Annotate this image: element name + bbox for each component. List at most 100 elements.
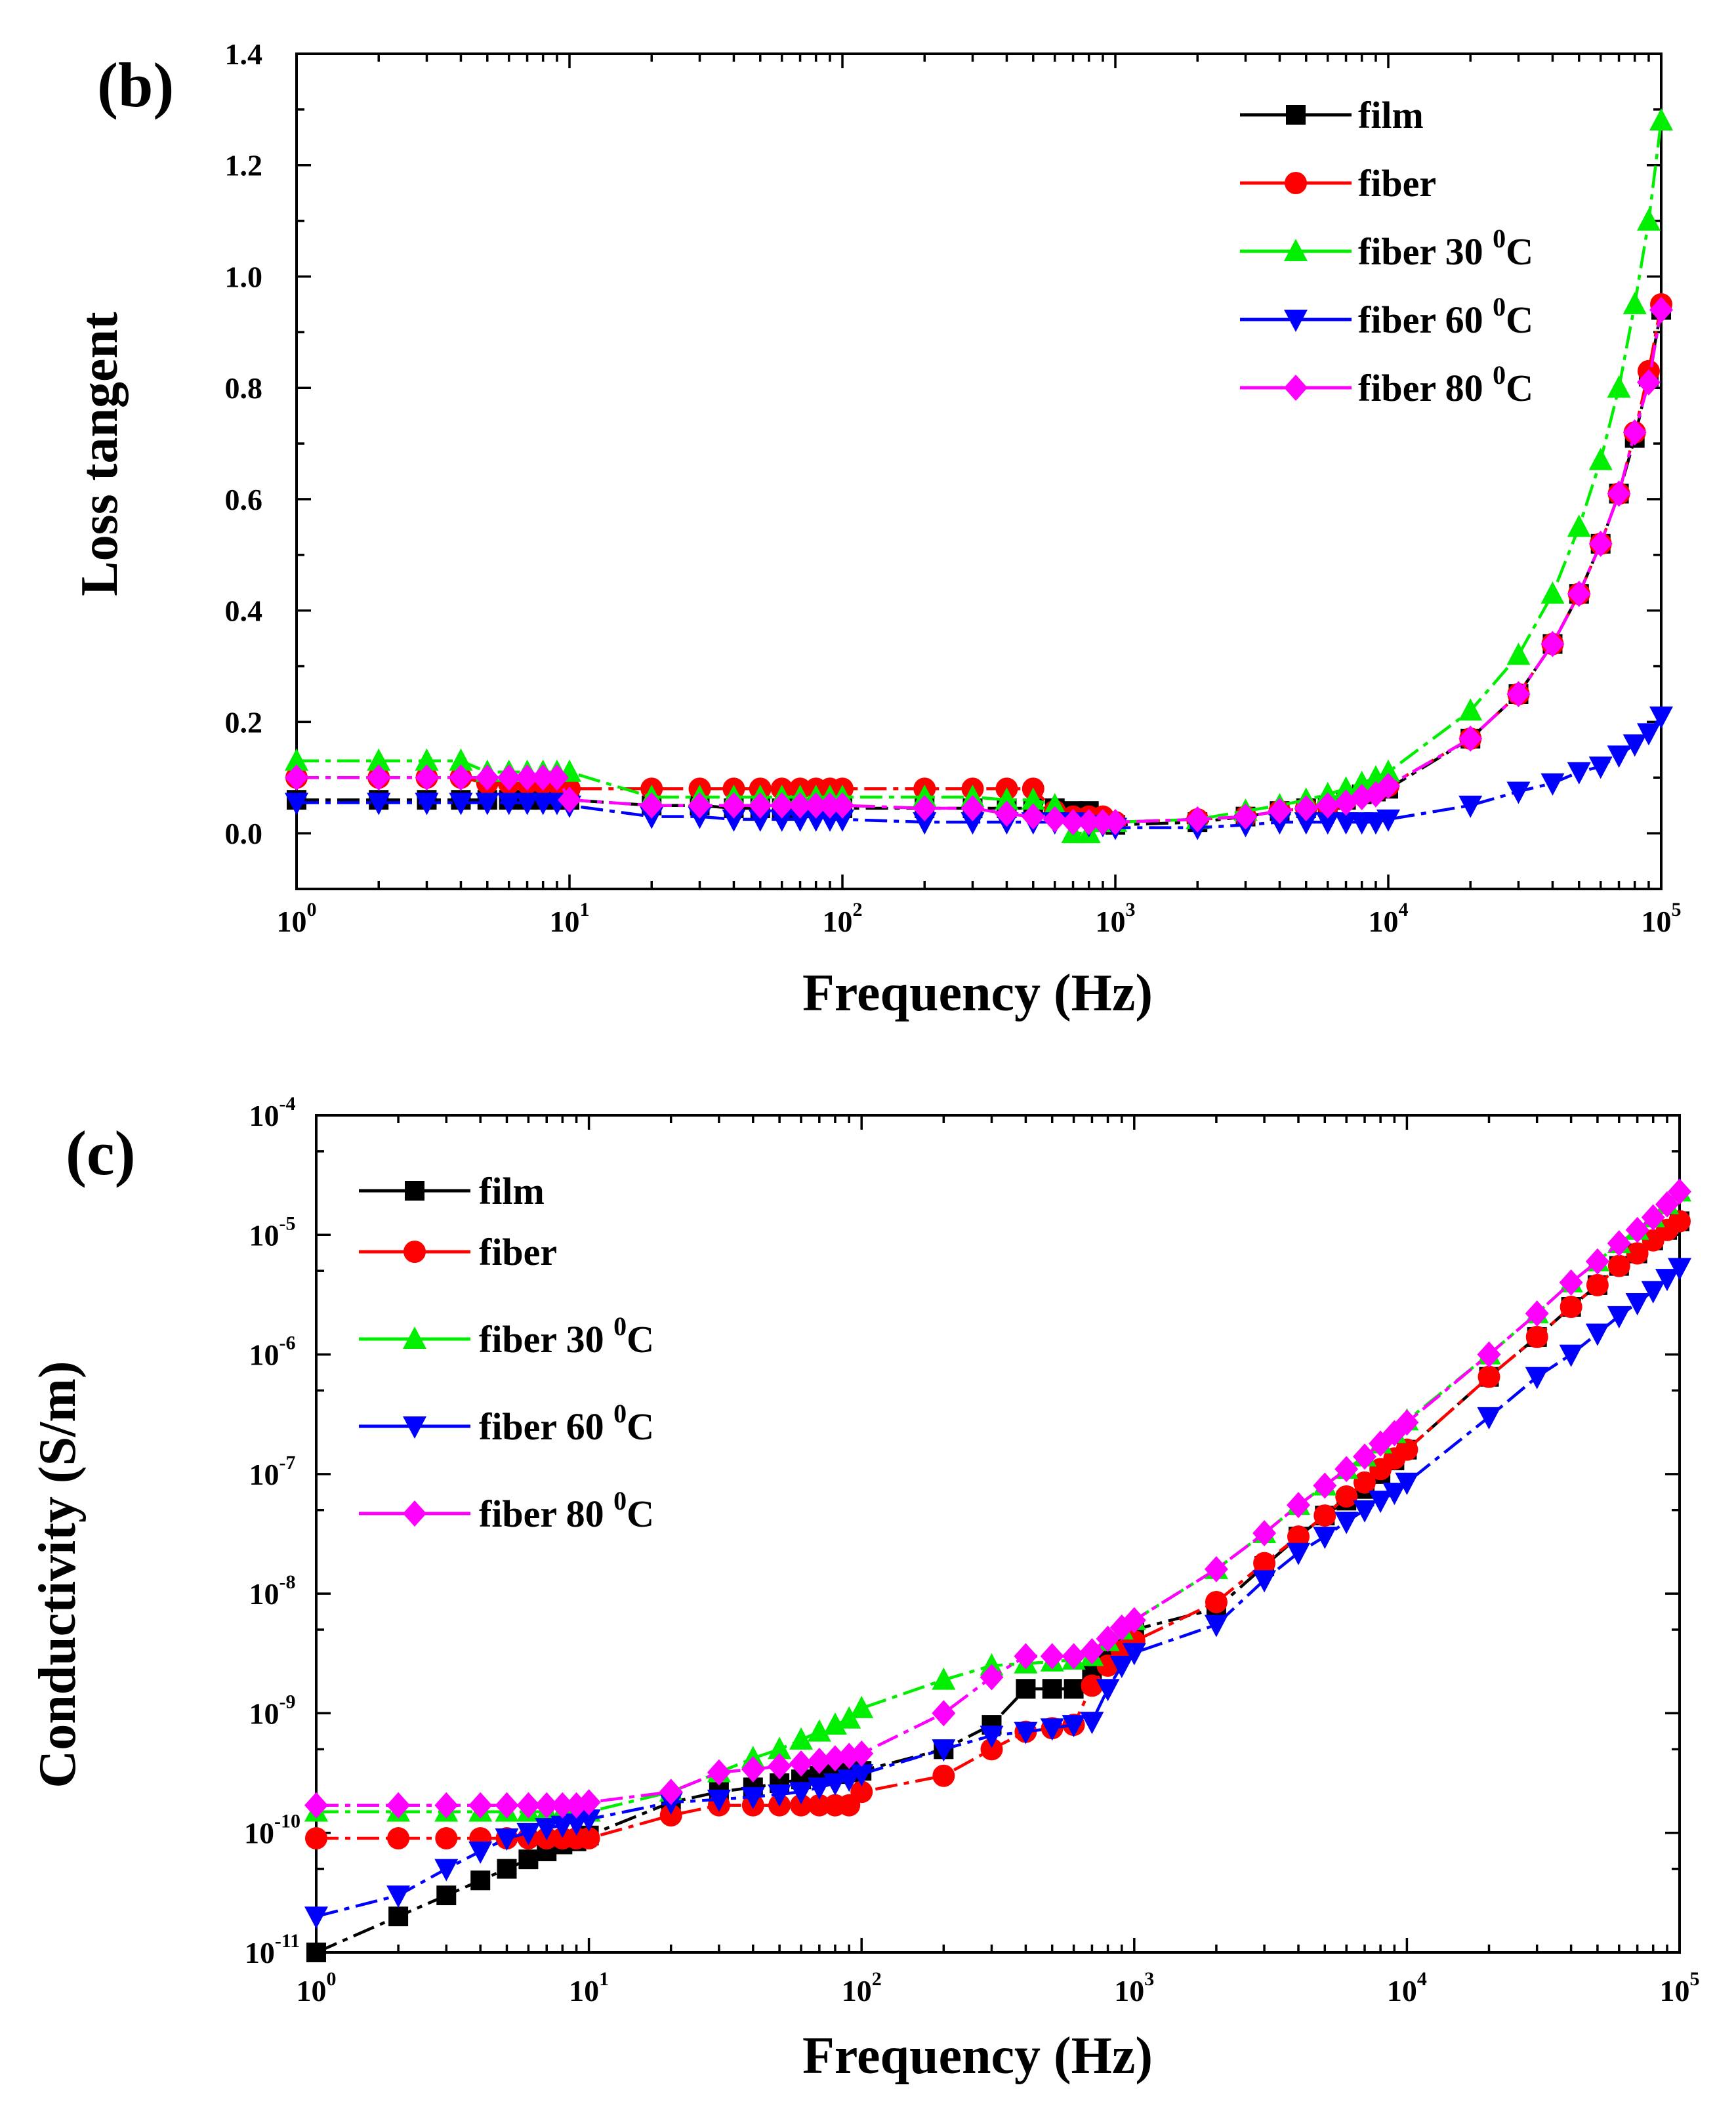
- data-point: [1382, 1483, 1407, 1506]
- y-tick-base: 10: [249, 1099, 279, 1132]
- data-point: [1622, 419, 1647, 446]
- y-tick-exponent: -4: [279, 1093, 296, 1115]
- x-tick-label: 100: [277, 899, 317, 938]
- y-tick-label: 10-8: [249, 1571, 296, 1611]
- data-point: [1649, 108, 1673, 131]
- legend-marker: [1284, 310, 1308, 332]
- panel-b-loss-tangent-chart: 100 101 102 103 104 1050.00.20.40.60.81.01.21…: [71, 37, 1682, 1022]
- data-point: [688, 792, 712, 819]
- data-point: [1313, 1504, 1336, 1527]
- data-point: [1668, 1258, 1691, 1281]
- data-point: [415, 764, 439, 791]
- x-tick-label: 100: [297, 1968, 337, 2008]
- data-point: [770, 792, 794, 819]
- data-point: [1668, 1178, 1691, 1205]
- legend-label-text: fiber 80: [1358, 367, 1493, 409]
- data-point: [995, 787, 1019, 810]
- y-tick-label: 0.8: [225, 371, 263, 405]
- data-point: [415, 793, 439, 815]
- data-point: [1636, 723, 1661, 746]
- x-tick-base: 10: [1642, 905, 1672, 938]
- x-tick-base: 10: [1387, 1974, 1417, 2008]
- legend-label-suffix: C: [1506, 230, 1533, 273]
- data-point: [435, 1827, 458, 1850]
- data-point: [1334, 812, 1358, 835]
- data-point: [823, 1712, 847, 1735]
- x-tick-exponent: 2: [853, 899, 863, 920]
- data-point: [1540, 773, 1565, 796]
- legend-label: fiber 60 0C: [1358, 292, 1533, 341]
- data-point: [475, 793, 499, 815]
- data-point: [1540, 630, 1565, 657]
- data-point: [1252, 1520, 1277, 1547]
- data-point: [367, 793, 391, 815]
- panel-label: (b): [97, 50, 174, 120]
- data-point: [1586, 1273, 1609, 1296]
- legend-marker: [403, 1500, 426, 1527]
- data-point: [1186, 806, 1210, 833]
- x-tick-exponent: 4: [1399, 899, 1409, 920]
- data-point: [470, 1870, 491, 1891]
- legend-label: fiber: [479, 1231, 557, 1273]
- x-tick-exponent: 2: [872, 1968, 882, 1990]
- legend-label-sup: 0: [1493, 292, 1506, 321]
- data-point: [468, 1792, 493, 1819]
- x-tick-exponent: 3: [1126, 899, 1136, 920]
- data-point: [1252, 1570, 1277, 1593]
- data-point: [1014, 1643, 1038, 1670]
- data-point: [1625, 1292, 1649, 1315]
- data-point: [1636, 208, 1661, 231]
- data-point: [980, 1725, 1004, 1748]
- y-tick-base: 10: [245, 1936, 275, 1969]
- y-tick-base: 10: [249, 1218, 279, 1252]
- data-point: [837, 1769, 861, 1792]
- data-point: [659, 1804, 682, 1827]
- data-point: [495, 1828, 519, 1851]
- data-point: [1335, 1485, 1358, 1508]
- data-point: [932, 1739, 956, 1762]
- data-point: [1458, 725, 1483, 752]
- series-line: [316, 1266, 1681, 1918]
- y-tick-label: 1.0: [225, 260, 263, 293]
- x-tick-label: 101: [550, 899, 590, 938]
- data-point: [1014, 1721, 1038, 1744]
- data-point: [961, 812, 985, 835]
- data-point: [788, 792, 812, 819]
- data-point: [1458, 795, 1483, 818]
- data-point: [515, 764, 539, 791]
- data-point: [305, 1827, 327, 1850]
- data-point: [850, 1764, 874, 1787]
- data-point: [1294, 794, 1318, 821]
- data-point: [518, 1849, 539, 1870]
- x-tick-exponent: 1: [580, 899, 590, 920]
- x-tick-label: 103: [1096, 899, 1136, 938]
- legend-label: film: [1358, 94, 1424, 136]
- data-point: [768, 1784, 792, 1807]
- legend-label-text: fiber 80: [479, 1493, 613, 1535]
- data-point: [475, 764, 499, 791]
- data-point: [1458, 698, 1483, 721]
- data-point: [1559, 1344, 1583, 1367]
- data-point: [388, 1907, 409, 1927]
- legend-marker: [403, 1241, 426, 1263]
- data-point: [837, 1706, 861, 1729]
- data-point: [1040, 1718, 1064, 1741]
- series-line: [297, 120, 1663, 835]
- legend-item: fiber 80 0C: [359, 1486, 654, 1535]
- data-point: [449, 748, 473, 771]
- series-fiber-80-0c: [304, 1178, 1691, 1819]
- data-point: [1525, 1325, 1548, 1348]
- legend-marker: [1285, 172, 1307, 194]
- data-point: [1122, 1607, 1146, 1634]
- x-tick-label: 104: [1387, 1968, 1427, 2008]
- data-point: [741, 1756, 765, 1783]
- series-fiber-80-0c: [285, 297, 1673, 836]
- x-tick-exponent: 5: [1672, 899, 1682, 920]
- x-tick-exponent: 1: [599, 1968, 609, 1990]
- data-point: [1506, 680, 1531, 707]
- data-point: [386, 1792, 411, 1819]
- data-point: [1655, 1269, 1679, 1292]
- data-point: [817, 792, 842, 819]
- legend-label: fiber: [1358, 162, 1436, 205]
